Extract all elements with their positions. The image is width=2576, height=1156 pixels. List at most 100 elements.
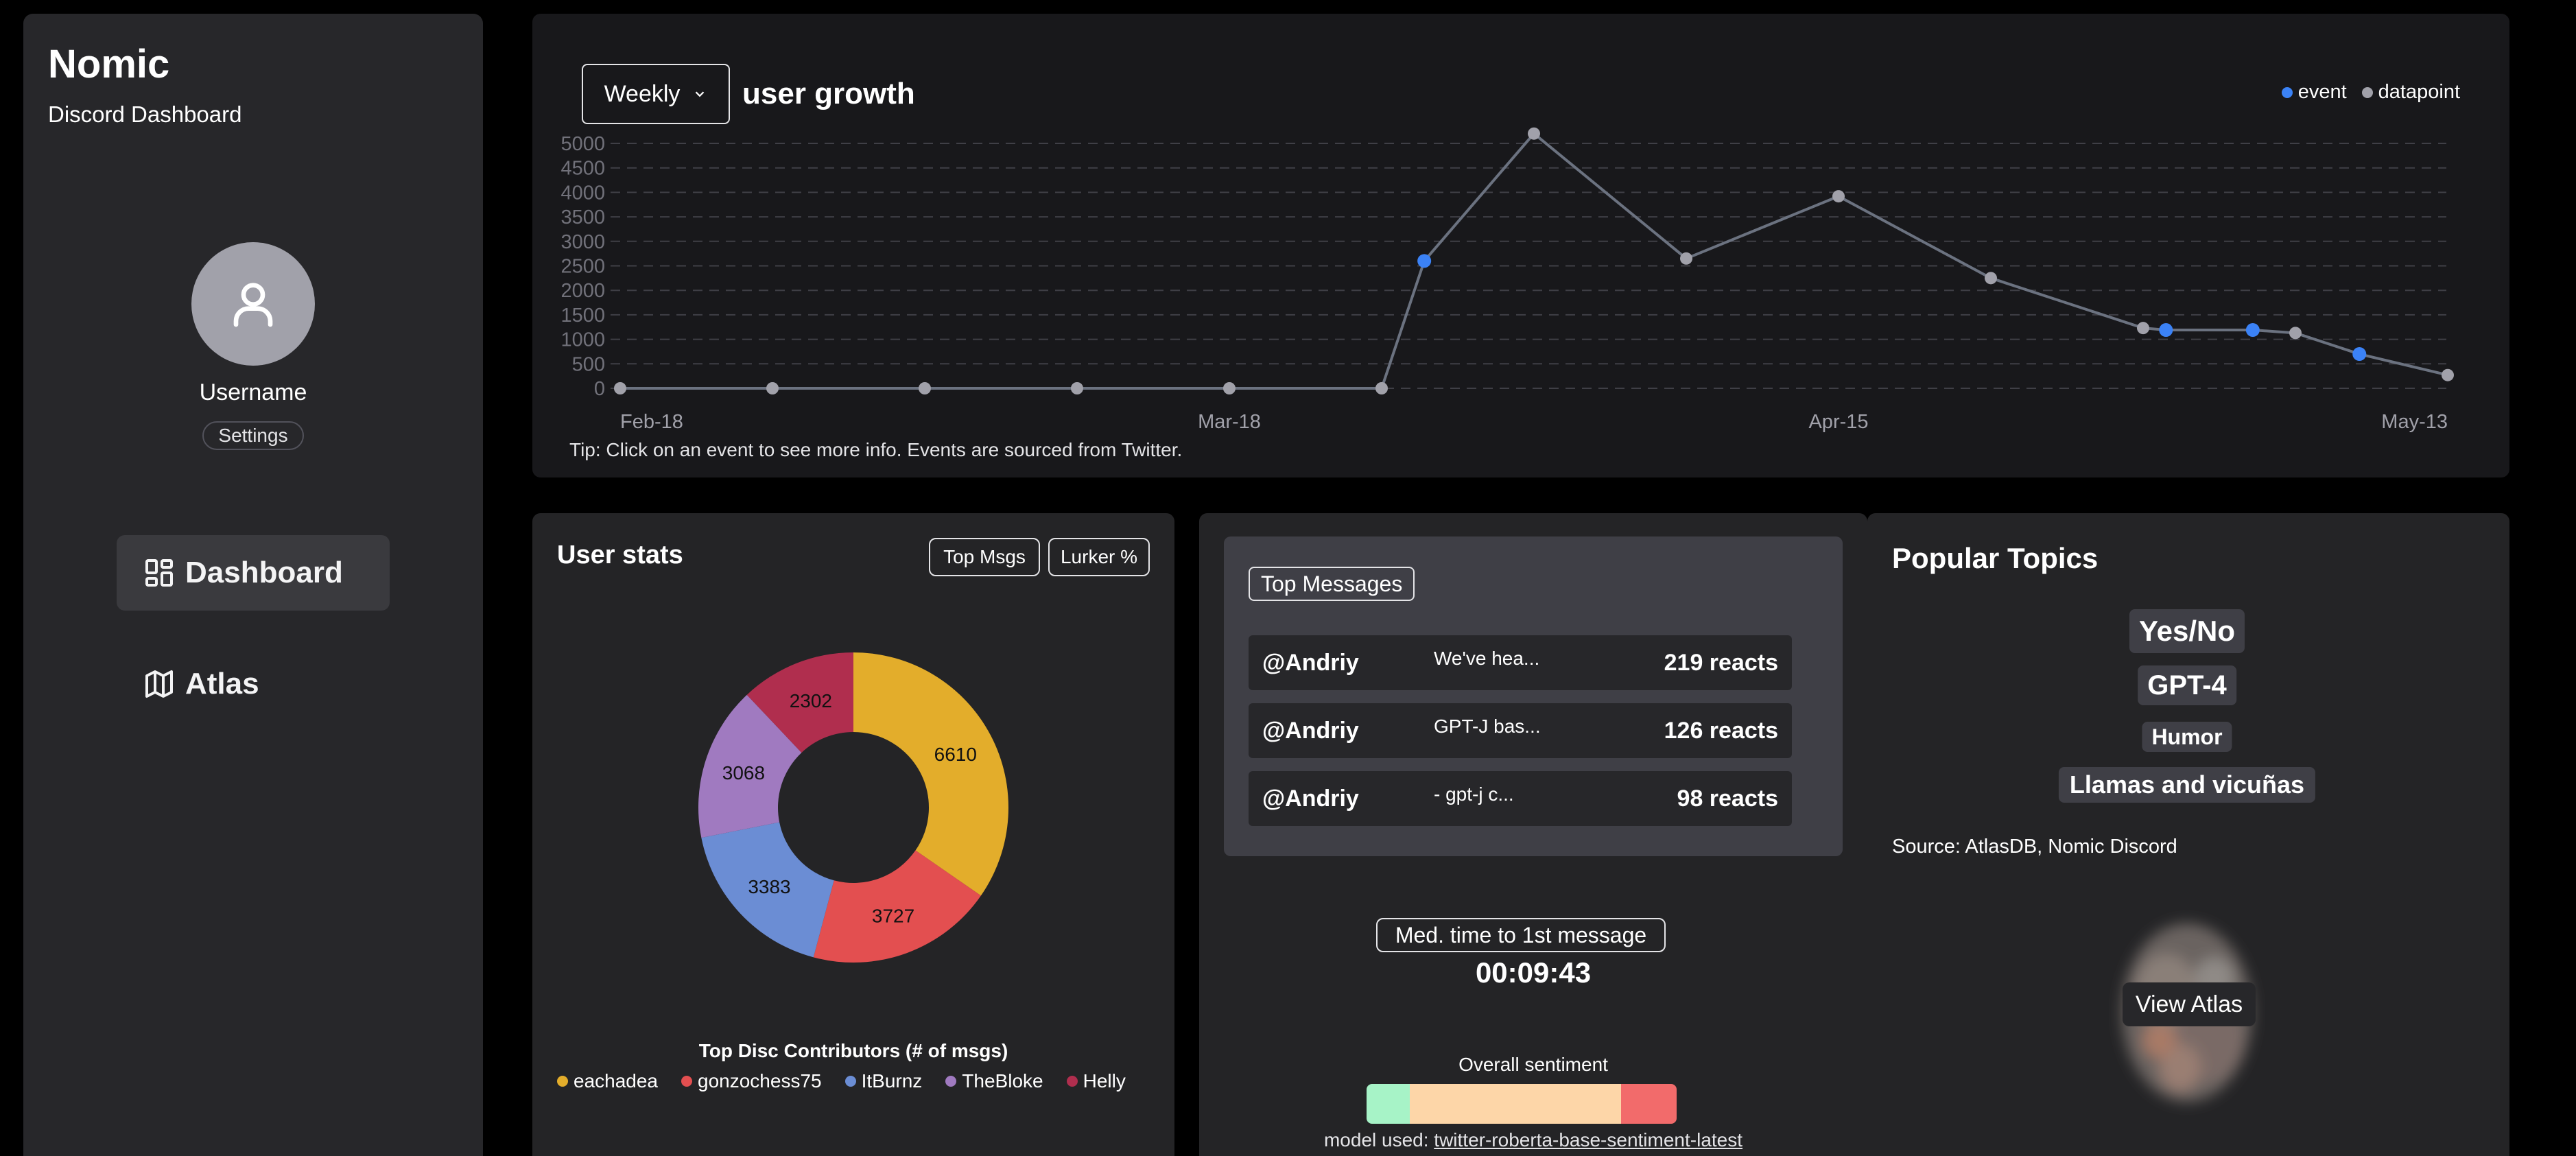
chart-tip: Tip: Click on an event to see more info.… — [569, 439, 1183, 460]
median-time-value: 00:09:43 — [1475, 956, 1592, 989]
nav-dashboard-label: Dashboard — [185, 556, 343, 589]
avatar[interactable] — [191, 242, 315, 366]
message-row[interactable]: @Andriy GPT-J bas... 126 reacts — [1249, 703, 1792, 758]
data-point — [1832, 190, 1845, 203]
data-point — [1985, 272, 1997, 285]
data-point — [1528, 127, 1540, 140]
y-tick-label: 1000 — [560, 329, 605, 351]
event-point — [2352, 347, 2367, 362]
legend-dot-icon — [844, 1076, 856, 1087]
y-tick-label: 2500 — [560, 256, 605, 278]
message-user: @Andriy — [1262, 785, 1359, 812]
settings-button[interactable]: Settings — [202, 421, 304, 450]
donut-slice — [853, 652, 1008, 896]
growth-chart: 0500100015002000250030003500400045005000… — [560, 127, 2454, 433]
top-msgs-button[interactable]: Top Msgs — [929, 538, 1040, 576]
data-point — [2442, 368, 2454, 381]
legend-label: gonzochess75 — [698, 1070, 822, 1092]
event-dot-icon — [2281, 86, 2293, 98]
slice-label: 3383 — [748, 876, 790, 897]
event-point — [2159, 323, 2173, 338]
legend-datapoint-label: datapoint — [2378, 81, 2460, 103]
view-atlas-button[interactable]: View Atlas — [2123, 982, 2256, 1026]
x-tick-label: Apr-15 — [1808, 411, 1868, 433]
slice-label: 3727 — [872, 906, 914, 927]
model-used: model used: twitter-roberta-base-sentime… — [1199, 1129, 1867, 1151]
topic-tag[interactable]: Llamas and vicuñas — [2058, 767, 2316, 803]
data-point — [919, 382, 931, 394]
sentiment-label: Overall sentiment — [1458, 1054, 1608, 1075]
sentiment-segment-negative — [1620, 1084, 1677, 1124]
y-tick-label: 5000 — [560, 133, 605, 155]
sentiment-bar — [1367, 1084, 1677, 1124]
data-point — [1680, 252, 1692, 265]
popular-topics-title: Popular Topics — [1892, 542, 2099, 574]
y-tick-label: 4500 — [560, 158, 605, 180]
data-point — [766, 382, 779, 394]
lurker-percent-button[interactable]: Lurker % — [1048, 538, 1150, 576]
map-icon — [145, 670, 173, 698]
message-user: @Andriy — [1262, 649, 1359, 676]
brand-subtitle: Discord Dashboard — [48, 102, 242, 127]
message-reacts: 126 reacts — [1664, 717, 1778, 744]
data-point — [1375, 382, 1388, 394]
nav-dashboard[interactable]: Dashboard — [117, 535, 390, 611]
x-tick-label: Feb-18 — [620, 411, 683, 433]
chart-title: user growth — [742, 77, 915, 110]
contributors-legend: eachadea gonzochess75 ItBurnz TheBloke Helly — [557, 1070, 1126, 1092]
user-stats-title: User stats — [557, 541, 683, 569]
donut-slice — [813, 850, 981, 963]
y-tick-label: 4000 — [560, 182, 605, 204]
legend-datapoint: datapoint — [2361, 81, 2460, 104]
dashboard-icon — [145, 559, 173, 587]
period-select-value: Weekly — [604, 80, 681, 107]
nav-atlas-label: Atlas — [185, 667, 259, 700]
message-user: @Andriy — [1262, 717, 1359, 744]
slice-label: 6610 — [934, 744, 977, 765]
message-row[interactable]: @Andriy - gpt-j c... 98 reacts — [1249, 771, 1792, 826]
slice-label: 2302 — [790, 690, 832, 711]
legend-dot-icon — [945, 1076, 957, 1087]
legend-label: eachadea — [574, 1070, 659, 1092]
event-point — [1417, 254, 1432, 268]
topic-tag[interactable]: Yes/No — [2129, 609, 2245, 653]
legend-item: TheBloke — [945, 1070, 1043, 1092]
legend-event-label: event — [2297, 81, 2347, 103]
legend-item: Helly — [1066, 1070, 1126, 1092]
message-reacts: 219 reacts — [1664, 649, 1778, 676]
legend-dot-icon — [1066, 1076, 1078, 1087]
user-growth-panel: 0 500 1000 1500 2000 2500 3000 3500 4000 4500 5000… — [532, 14, 2509, 477]
legend-event: event — [2281, 81, 2347, 104]
chevron-down-icon — [696, 91, 705, 97]
sidebar: Nomic Discord Dashboard Username Setting… — [23, 14, 483, 1156]
message-text: - gpt-j c... — [1434, 783, 1514, 805]
legend-label: ItBurnz — [861, 1070, 923, 1092]
y-tick-label: 2000 — [560, 280, 605, 302]
slice-label: 3068 — [722, 762, 765, 783]
message-row[interactable]: @Andriy We've hea... 219 reacts — [1249, 635, 1792, 690]
y-tick-label: 3000 — [560, 231, 605, 253]
user-stats-panel: User stats Top Msgs Lurker % 6610 3727 338… — [532, 513, 1174, 1156]
model-link[interactable]: twitter-roberta-base-sentiment-latest — [1434, 1129, 1743, 1151]
period-select[interactable]: Weekly — [582, 64, 730, 124]
y-tick-label: 3500 — [560, 207, 605, 228]
data-point — [614, 382, 626, 394]
nav-atlas[interactable]: Atlas — [117, 646, 390, 722]
donut-slice — [746, 652, 853, 753]
message-text: GPT-J bas... — [1434, 716, 1541, 737]
messages-panel: Top Messages @Andriy We've hea... 219 re… — [1199, 513, 1867, 1156]
top-messages-card: Top Messages @Andriy We've hea... 219 re… — [1224, 536, 1843, 856]
topic-tag[interactable]: Humor — [2142, 722, 2232, 752]
user-icon — [233, 283, 273, 327]
median-time-label: Med. time to 1st message — [1376, 918, 1666, 952]
legend-item: gonzochess75 — [681, 1070, 822, 1092]
contributors-title: Top Disc Contributors (# of msgs) — [698, 1040, 1008, 1061]
y-tick-label: 0 — [594, 378, 605, 400]
legend-dot-icon — [681, 1076, 693, 1087]
legend-dot-icon — [557, 1076, 568, 1087]
contributors-donut-chart: 6610 3727 3383 3068 2302 — [698, 652, 1008, 963]
message-reacts: 98 reacts — [1677, 785, 1778, 812]
topic-tag[interactable]: GPT-4 — [2138, 665, 2236, 705]
brand-title: Nomic — [48, 42, 170, 86]
legend-label: TheBloke — [962, 1070, 1043, 1092]
